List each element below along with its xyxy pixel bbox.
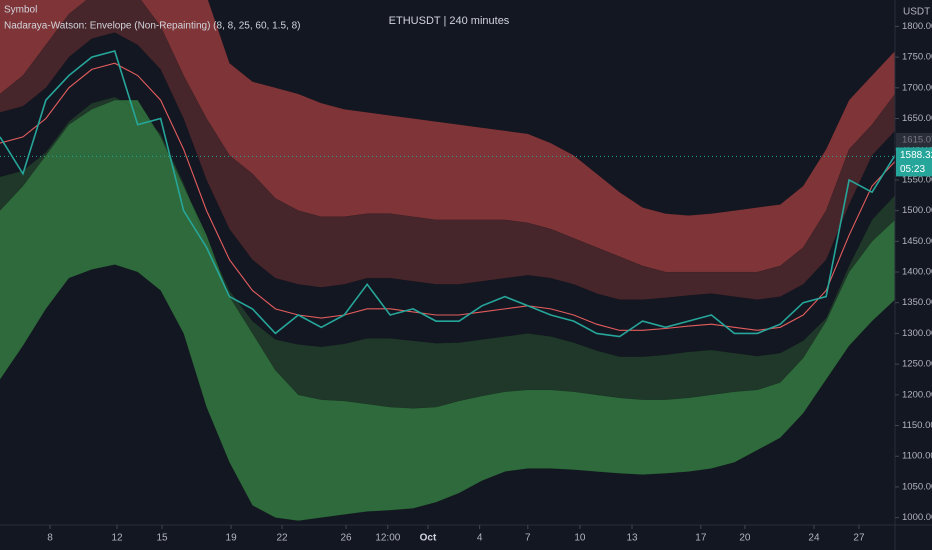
x-tick-label: 13 — [626, 533, 638, 544]
y-tick-label: 1250.00 — [902, 359, 932, 370]
y-tick-label: 1650.00 — [902, 113, 932, 124]
y-tick-label: 1700.00 — [902, 82, 932, 93]
y-tick-label: 1450.00 — [902, 236, 932, 247]
envelope-band — [0, 0, 895, 300]
y-tick-label: 1400.00 — [902, 267, 932, 278]
last-price-box — [896, 147, 932, 177]
y-tick-label: 1800.00 — [902, 21, 932, 32]
x-tick-label: 26 — [341, 533, 353, 544]
x-tick-label: 22 — [276, 533, 288, 544]
x-tick-label: 12:00 — [375, 533, 400, 544]
y-tick-label: 1350.00 — [902, 297, 932, 308]
band-edge — [0, 32, 895, 300]
x-tick-label: 10 — [574, 533, 586, 544]
band-edge — [0, 99, 895, 409]
band-edge — [207, 0, 895, 216]
y-tick-label: 1050.00 — [902, 481, 932, 492]
series-line — [0, 62, 895, 331]
band-edge — [0, 264, 895, 521]
x-tick-label: 4 — [477, 533, 483, 544]
high-price-box — [896, 132, 932, 147]
chart-title: ETHUSDT | 240 minutes — [389, 15, 510, 27]
x-tick-label: 24 — [808, 533, 820, 544]
plot-area — [0, 0, 895, 521]
x-tick-label: 27 — [853, 533, 865, 544]
envelope-band — [0, 100, 895, 521]
y-tick-label: 1100.00 — [902, 451, 932, 462]
band-edge — [0, 0, 895, 273]
y-tick-label: 1500.00 — [902, 205, 932, 216]
price-labels: 1615.07 1588.32 05:23 — [896, 132, 932, 177]
y-tick-label: 1750.00 — [902, 52, 932, 63]
y-tick-label: 1200.00 — [902, 389, 932, 400]
x-tick-label: 8 — [47, 533, 53, 544]
indicator-label: Nadaraya-Watson: Envelope (Non-Repaintin… — [4, 21, 300, 32]
x-tick-label: Oct — [420, 533, 437, 544]
y-tick-label: 1150.00 — [902, 420, 932, 431]
last-price-label: 1588.32 — [900, 150, 932, 161]
x-tick-label: 19 — [226, 533, 238, 544]
y-tick-label: 1000.00 — [902, 512, 932, 523]
series-line — [0, 49, 895, 338]
y-tick-label: 1300.00 — [902, 328, 932, 339]
x-tick-label: 20 — [739, 533, 751, 544]
x-tick-label: 12 — [111, 533, 123, 544]
envelope-band — [0, 0, 895, 273]
envelope-band — [0, 97, 895, 409]
x-tick-label: 17 — [695, 533, 707, 544]
high-price-label: 1615.07 — [902, 134, 932, 145]
y-unit: USDT — [903, 7, 930, 18]
countdown-label: 05:23 — [900, 164, 925, 175]
y-tick-label: 1550.00 — [902, 174, 932, 185]
symbol-label: Symbol — [4, 5, 37, 16]
x-tick-label: 7 — [525, 533, 531, 544]
x-tick-label: 15 — [156, 533, 168, 544]
